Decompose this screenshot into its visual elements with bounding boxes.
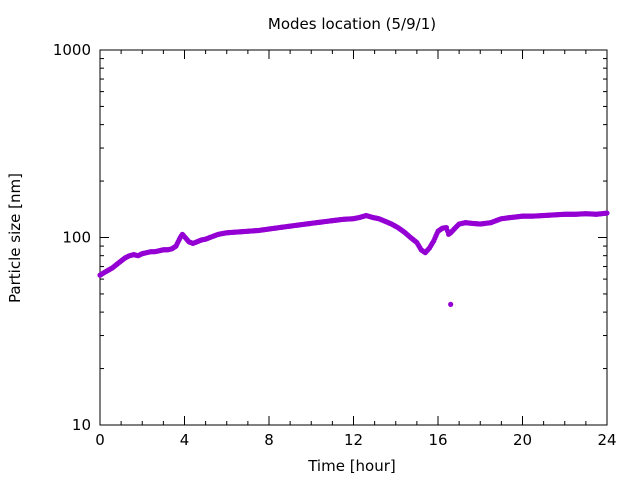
y-tick-label: 10 [72, 416, 91, 434]
x-tick-label: 20 [513, 431, 532, 449]
x-axis-label: Time [hour] [307, 457, 396, 475]
plot-area [99, 49, 608, 426]
x-tick-label: 24 [597, 431, 616, 449]
x-tick-label: 4 [180, 431, 190, 449]
data-point [604, 210, 610, 216]
y-tick-label: 100 [62, 229, 91, 247]
y-axis-label: Particle size [nm] [6, 173, 24, 303]
x-tick-label: 0 [95, 431, 105, 449]
plot-frame [99, 49, 608, 426]
axis-ticks: 0 4 8 12 16 20 24 10 100 1000 [53, 41, 617, 449]
x-tick-label: 16 [428, 431, 447, 449]
y-tick-label: 1000 [53, 41, 91, 59]
x-tick-label: 12 [344, 431, 363, 449]
data-points [97, 210, 610, 307]
x-tick-label: 8 [264, 431, 274, 449]
chart-title: Modes location (5/9/1) [268, 15, 436, 33]
data-point [448, 301, 454, 307]
